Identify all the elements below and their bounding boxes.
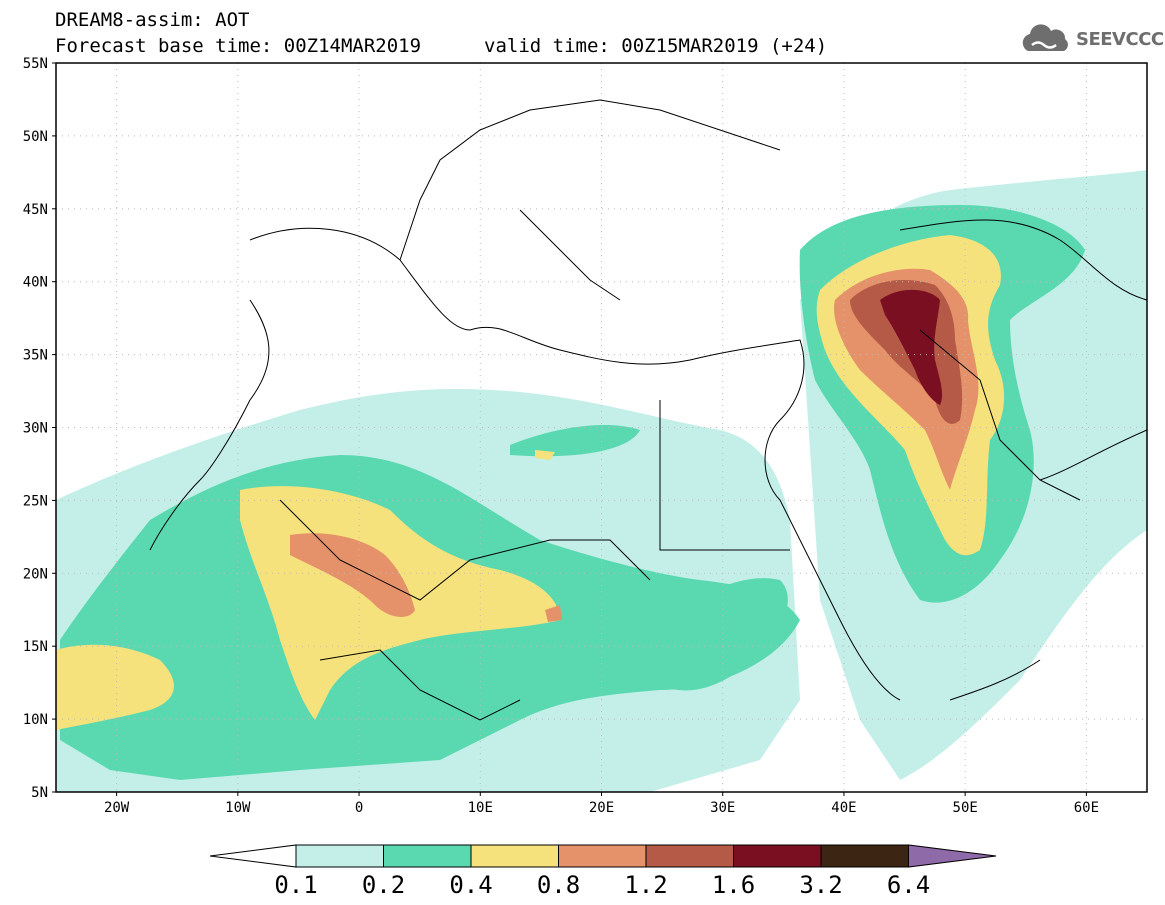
colorbar-arrow-low <box>209 844 297 868</box>
lon-tick-label: 30E <box>710 800 735 816</box>
colorbar-label: 0.4 <box>449 871 492 899</box>
lon-tick-label: 50E <box>953 800 978 816</box>
lon-tick-label: 20W <box>104 800 130 816</box>
colorbar-segment <box>383 844 472 868</box>
cloud-icon <box>1022 24 1068 51</box>
latitude-axis: 55N 50N 45N 40N 35N 30N 25N 20N 15N 10N 5N <box>23 56 56 801</box>
colorbar-label: 3.2 <box>799 871 842 899</box>
lon-tick-label: 40E <box>831 800 856 816</box>
colorbar-label: 6.4 <box>887 871 930 899</box>
colorbar-label: 0.1 <box>274 871 317 899</box>
lat-tick-label: 35N <box>23 348 48 364</box>
colorbar-arrow-high <box>908 844 997 868</box>
lat-tick-label: 20N <box>23 566 48 582</box>
lat-tick-label: 40N <box>23 275 48 291</box>
lat-tick-label: 25N <box>23 493 48 509</box>
lon-tick-label: 20E <box>589 800 614 816</box>
lon-tick-label: 60E <box>1074 800 1099 816</box>
aot-level-1.6 <box>880 289 943 405</box>
lat-tick-label: 55N <box>23 56 48 72</box>
colorbar-segment <box>733 844 822 868</box>
lon-tick-label: 10W <box>225 800 251 816</box>
logo-text: SEEVCCC <box>1076 28 1164 50</box>
longitude-axis: 20W 10W 0 10E 20E 30E 40E 50E 60E <box>104 792 1099 816</box>
lat-tick-label: 10N <box>23 712 48 728</box>
colorbar-segment <box>295 844 384 868</box>
colorbar-label: 1.2 <box>624 871 667 899</box>
valid-time: valid time: 00Z15MAR2019 (+24) <box>484 35 828 57</box>
forecast-base-time: Forecast base time: 00Z14MAR2019 <box>55 35 422 57</box>
colorbar-label: 0.8 <box>537 871 580 899</box>
seevccc-logo: SEEVCCC <box>1018 22 1164 56</box>
lat-tick-label: 45N <box>23 202 48 218</box>
map-title: DREAM8-assim: AOT <box>55 9 250 31</box>
lat-tick-label: 50N <box>23 129 48 145</box>
country-borders <box>149 99 1147 721</box>
colorbar-label: 0.2 <box>362 871 405 899</box>
colorbar-label: 1.6 <box>712 871 755 899</box>
lat-tick-label: 15N <box>23 639 48 655</box>
colorbar-segment <box>558 844 647 868</box>
colorbar-segment <box>820 844 909 868</box>
lat-tick-label: 30N <box>23 421 48 437</box>
lon-tick-label: 0 <box>355 800 363 816</box>
aot-fields <box>56 63 1147 792</box>
colorbar-segment <box>470 844 559 868</box>
colorbar-segment <box>645 844 734 868</box>
lat-tick-label: 5N <box>31 785 48 801</box>
lon-tick-label: 10E <box>468 800 493 816</box>
color-bar: 0.1 0.2 0.4 0.8 1.2 1.6 3.2 6.4 <box>209 844 997 899</box>
